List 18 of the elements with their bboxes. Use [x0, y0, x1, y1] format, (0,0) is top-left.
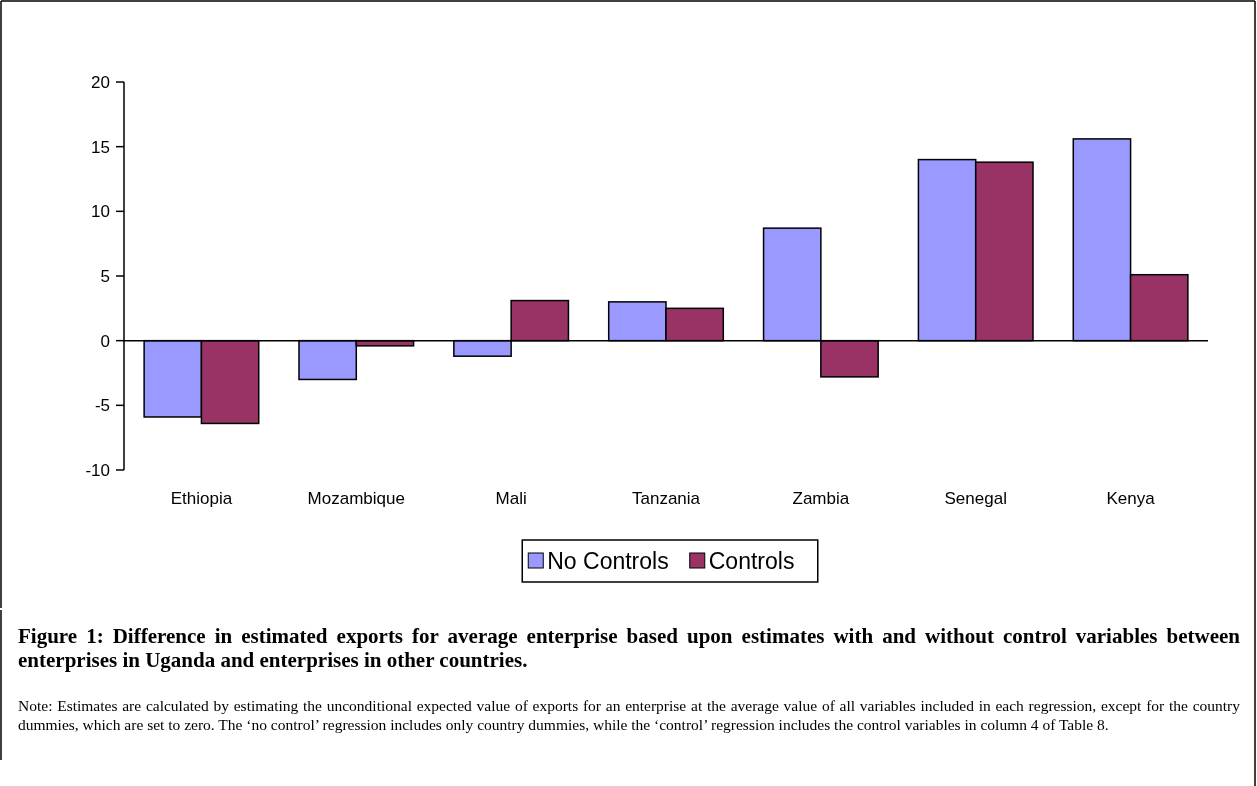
y-tick-label: -5 [94, 396, 110, 416]
x-tick-label: Mali [495, 489, 527, 508]
x-tick-label: Mozambique [307, 489, 405, 508]
x-tick-label: Senegal [944, 489, 1007, 508]
legend-label: No Controls [547, 548, 669, 575]
y-tick-label: -10 [85, 460, 110, 480]
legend-label: Controls [708, 548, 795, 575]
text: Figure 1: Difference in estimated exports for average enterprise based upon estimates with and without control variables between enterprises in Uganda and enterprises in other countries. [18, 624, 1240, 672]
y-tick-label: 15 [91, 137, 110, 157]
x-tick-label: Ethiopia [170, 489, 233, 508]
x-tick-label: Zambia [792, 489, 850, 508]
y-tick-label: 0 [100, 331, 110, 351]
y-tick-label: 5 [100, 266, 110, 286]
y-tick-label: 20 [91, 72, 110, 92]
x-tick-label: Kenya [1106, 489, 1156, 508]
y-tick-label: 10 [91, 202, 110, 222]
text: Note: Estimates are calculated by estimating the unconditional expected value of exports for an enterprise at the average value of all variables included in each regression, except for the country dummies, which are set to zero. The ‘no control’ regression includes only country dummies, while the ‘control’ regression includes the control variables in column 4 of Table 8. [18, 696, 1240, 734]
x-tick-label: Tanzania [631, 489, 701, 508]
